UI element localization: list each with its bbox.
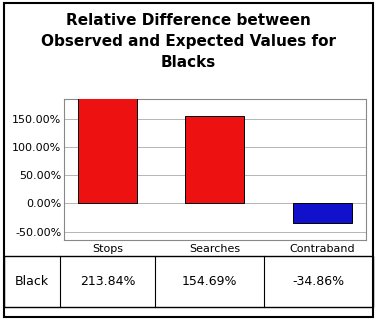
Text: 213.84%: 213.84% xyxy=(80,275,135,288)
Bar xyxy=(185,116,244,204)
Text: 154.69%: 154.69% xyxy=(181,275,237,288)
Text: Black: Black xyxy=(15,275,49,288)
Bar xyxy=(78,83,137,204)
Text: Relative Difference between
Observed and Expected Values for
Blacks: Relative Difference between Observed and… xyxy=(41,13,336,70)
Bar xyxy=(293,204,352,223)
Text: -34.86%: -34.86% xyxy=(293,275,345,288)
